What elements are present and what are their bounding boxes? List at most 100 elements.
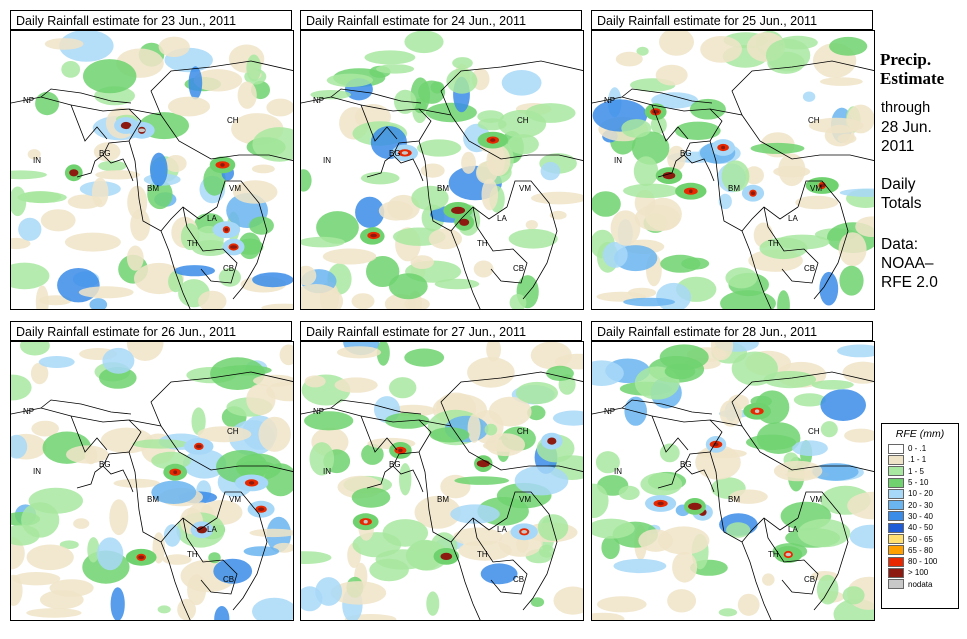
rain-area [252,597,293,620]
legend-swatch [888,454,904,465]
legend-swatch [888,466,904,477]
rain-area [829,36,868,56]
rain-area [261,303,293,309]
rain-area [399,463,412,496]
rain-area [549,210,567,220]
rain-area [633,156,659,187]
rain-core [490,138,496,142]
country-label: BM [437,495,449,504]
country-label: CH [808,116,820,125]
legend-item: .1 - 1 [888,454,958,465]
legend-swatch [888,477,904,488]
rain-core [460,220,468,225]
rain-area [336,346,382,359]
rain-area [597,596,647,613]
country-label: NP [23,96,34,105]
country-border [360,104,398,142]
rain-area [718,193,732,210]
country-label: IN [614,467,622,476]
rain-area [797,518,851,548]
rain-area [95,170,140,180]
rainfall-map: NPCHINBGBMVMLATHCBCE [591,341,875,621]
rain-core [195,444,202,449]
country-border [731,60,874,116]
rain-area [411,185,449,211]
country-border [150,371,293,427]
rain-area [638,529,673,552]
rain-area [197,426,252,443]
rain-core [230,245,238,249]
rain-area [31,420,59,437]
rain-area [450,504,500,524]
rainfall-map: NPCHINBGBMVMLATHCBCE [300,30,584,310]
country-label: BM [728,184,740,193]
rain-area [744,166,764,185]
rainfall-map: NPCHINBGBMVMLATHCBCE [10,341,294,621]
rain-area [301,551,332,564]
rain-area [802,91,816,102]
rain-area [481,178,499,211]
panel-title: Daily Rainfall estimate for 28 Jun., 201… [591,321,873,341]
rain-area [315,577,342,606]
legend-label: 10 - 20 [908,489,933,499]
rain-area [78,286,134,299]
rain-area [592,483,609,518]
rain-area [232,180,278,204]
rain-area [109,499,129,536]
rain-area [777,290,790,309]
rain-area [407,539,443,571]
country-border [216,491,268,611]
rain-area [623,297,675,307]
rain-area [26,544,74,571]
rain-core [398,448,403,453]
rain-area [454,476,509,485]
legend-title: RFE (mm) [895,428,945,440]
map-panel-24-jun: Daily Rainfall estimate for 24 Jun., 201… [300,10,584,310]
country-border [472,517,528,595]
country-border [160,541,191,620]
rain-core [657,501,664,506]
legend-label: 0 - .1 [908,444,927,454]
sidebar-data-source: Data: NOAA– RFE 2.0 [881,235,938,292]
country-label: BG [99,460,111,469]
rain-area [96,537,124,571]
rain-area [602,241,628,268]
rain-area [404,297,430,309]
country-label: BM [437,184,449,193]
rain-area [249,528,293,538]
legend-item: nodata [888,579,958,590]
country-border [592,407,723,489]
country-label: CB [804,264,815,273]
country-label: VM [519,184,531,193]
rain-area [429,427,470,443]
rain-area [773,460,823,482]
rain-area [417,139,462,157]
rain-area [530,597,545,607]
country-border [709,451,799,543]
legend-label: .1 - 1 [908,455,927,465]
rain-area [627,287,657,298]
rain-area [667,145,686,171]
legend-swatch [888,488,904,499]
country-label: IN [614,156,622,165]
rain-area [351,487,391,508]
data-source-line-1: NOAA– [881,255,934,272]
legend-swatch [888,443,904,454]
rain-area [811,380,854,390]
rain-area [126,245,144,271]
rain-core [721,145,726,150]
rain-area [842,361,874,384]
rain-area [59,540,79,549]
country-label: TH [477,550,488,559]
rain-area [672,551,698,583]
rain-area [64,232,121,252]
country-border [450,541,481,620]
rain-area [592,360,624,386]
rain-area [150,152,168,187]
rain-area [157,605,171,614]
country-border [102,154,134,182]
country-label: CB [223,264,234,273]
legend-label: 1 - 5 [908,466,925,476]
rain-area [615,51,643,67]
rain-core [220,163,225,167]
